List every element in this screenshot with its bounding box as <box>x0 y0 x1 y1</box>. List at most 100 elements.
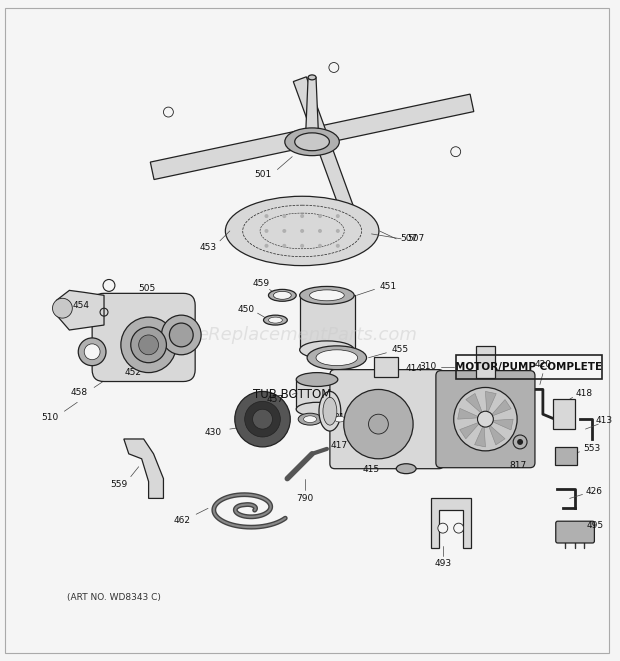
Ellipse shape <box>316 350 358 366</box>
Circle shape <box>78 338 106 366</box>
Ellipse shape <box>268 317 282 323</box>
Circle shape <box>336 244 340 248</box>
Circle shape <box>300 244 304 248</box>
Text: 510: 510 <box>41 412 58 422</box>
Bar <box>456 355 602 379</box>
Text: 413: 413 <box>596 416 613 424</box>
Ellipse shape <box>381 416 392 422</box>
Bar <box>553 399 575 429</box>
Bar <box>476 346 495 377</box>
Circle shape <box>282 214 286 218</box>
Polygon shape <box>485 391 496 414</box>
Circle shape <box>454 387 517 451</box>
Ellipse shape <box>330 414 350 424</box>
Polygon shape <box>293 77 361 231</box>
Text: 507: 507 <box>401 235 418 243</box>
Text: 414: 414 <box>405 364 423 373</box>
Text: 553: 553 <box>583 444 600 453</box>
Circle shape <box>169 323 193 347</box>
Text: 310: 310 <box>419 362 436 371</box>
FancyBboxPatch shape <box>556 522 595 543</box>
Polygon shape <box>466 393 483 415</box>
Circle shape <box>368 414 388 434</box>
Ellipse shape <box>299 341 354 359</box>
Ellipse shape <box>296 373 338 387</box>
Ellipse shape <box>302 143 322 151</box>
Text: 418: 418 <box>576 389 593 398</box>
Circle shape <box>517 439 523 445</box>
Circle shape <box>245 401 280 437</box>
Polygon shape <box>431 498 471 548</box>
Circle shape <box>282 244 286 248</box>
Polygon shape <box>459 422 481 439</box>
Circle shape <box>84 344 100 360</box>
Text: 452: 452 <box>124 368 141 377</box>
Ellipse shape <box>358 415 373 423</box>
Circle shape <box>265 229 268 233</box>
Text: MOTOR/PUMP COMPLETE: MOTOR/PUMP COMPLETE <box>456 362 603 371</box>
Ellipse shape <box>273 292 291 299</box>
Text: 454: 454 <box>73 301 90 310</box>
Ellipse shape <box>294 133 329 151</box>
Ellipse shape <box>319 391 341 431</box>
Text: 505: 505 <box>138 284 155 293</box>
Text: 455: 455 <box>392 345 409 354</box>
Ellipse shape <box>299 286 354 304</box>
Text: 458: 458 <box>71 388 88 397</box>
Circle shape <box>265 244 268 248</box>
Ellipse shape <box>383 418 389 421</box>
Text: 420: 420 <box>534 360 551 369</box>
Circle shape <box>252 409 272 429</box>
Ellipse shape <box>296 403 338 416</box>
Text: 501: 501 <box>254 170 271 179</box>
Circle shape <box>318 244 322 248</box>
Polygon shape <box>124 439 164 498</box>
Text: 817: 817 <box>510 461 527 470</box>
Circle shape <box>161 315 201 355</box>
Polygon shape <box>150 94 474 180</box>
Text: 417: 417 <box>330 442 347 450</box>
Text: 459: 459 <box>253 279 270 288</box>
Polygon shape <box>490 419 513 430</box>
Ellipse shape <box>298 413 322 425</box>
Text: 450: 450 <box>237 305 254 314</box>
Ellipse shape <box>226 196 379 266</box>
Circle shape <box>336 214 340 218</box>
Ellipse shape <box>264 315 287 325</box>
Ellipse shape <box>285 128 339 155</box>
Text: eReplacementParts.com: eReplacementParts.com <box>197 326 417 344</box>
Circle shape <box>451 147 461 157</box>
Text: TUB BOTTOM: TUB BOTTOM <box>253 388 332 401</box>
Bar <box>296 379 338 409</box>
Circle shape <box>438 524 448 533</box>
Circle shape <box>265 214 268 218</box>
Circle shape <box>121 317 176 373</box>
Circle shape <box>139 335 159 355</box>
Circle shape <box>235 391 290 447</box>
Circle shape <box>300 214 304 218</box>
Circle shape <box>336 229 340 233</box>
Ellipse shape <box>308 75 316 80</box>
Ellipse shape <box>323 397 337 425</box>
Ellipse shape <box>307 346 366 369</box>
Polygon shape <box>488 424 505 445</box>
Circle shape <box>164 107 174 117</box>
Circle shape <box>53 298 73 318</box>
Circle shape <box>513 435 527 449</box>
Circle shape <box>454 524 464 533</box>
Circle shape <box>282 229 286 233</box>
Text: 426: 426 <box>586 487 603 496</box>
Polygon shape <box>475 424 485 447</box>
Text: 457: 457 <box>267 395 284 404</box>
Circle shape <box>329 63 339 73</box>
Polygon shape <box>305 77 319 147</box>
Text: 451: 451 <box>380 282 397 291</box>
Ellipse shape <box>309 290 344 301</box>
Circle shape <box>318 214 322 218</box>
Text: 493: 493 <box>434 559 451 568</box>
Ellipse shape <box>268 290 296 301</box>
FancyBboxPatch shape <box>92 293 195 381</box>
Polygon shape <box>490 399 511 417</box>
Polygon shape <box>56 290 104 330</box>
Circle shape <box>343 389 413 459</box>
